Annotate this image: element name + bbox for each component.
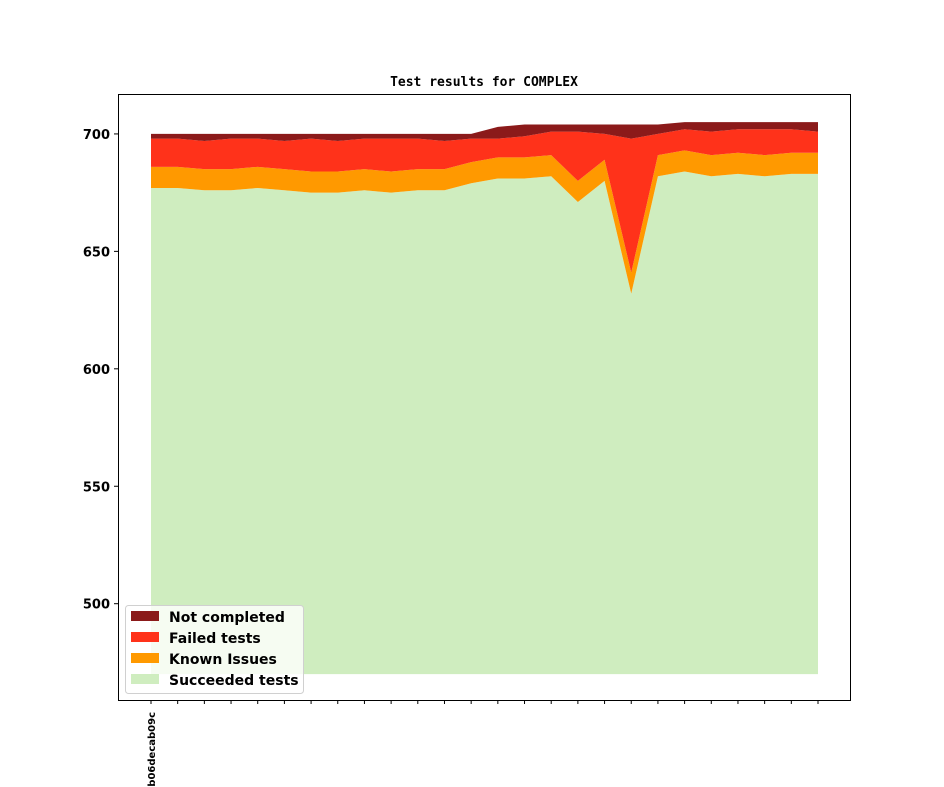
legend: Not completed Failed tests Known Issues Suc… (125, 605, 304, 694)
y-axis: 500 550 600 650 700 (83, 128, 118, 613)
plot-areas (151, 122, 818, 675)
plot-frame (118, 94, 851, 701)
legend-swatch-known-issues (131, 653, 159, 663)
y-tick-label: 650 (83, 245, 110, 260)
legend-label-not-completed: Not completed (169, 610, 285, 626)
y-tick-label: 700 (83, 128, 110, 143)
y-tick-label: 550 (83, 480, 110, 495)
legend-swatch-not-completed (131, 611, 159, 621)
y-tick-label: 600 (83, 363, 110, 378)
chart-title: Test results for COMPLEX (390, 75, 578, 90)
legend-label-succeeded-tests: Succeeded tests (169, 673, 299, 689)
y-tick-label: 500 (83, 598, 110, 613)
legend-swatch-failed-tests (131, 632, 159, 642)
area-succeeded-tests (151, 171, 818, 675)
x-tick-label: -b06decab09c (147, 712, 158, 787)
x-axis: -b06decab09c (147, 700, 819, 787)
legend-label-known-issues: Known Issues (169, 652, 277, 668)
legend-swatch-succeeded-tests (131, 674, 159, 684)
legend-label-failed-tests: Failed tests (169, 631, 261, 647)
area-known-issues (151, 150, 818, 294)
area-not-completed (151, 122, 818, 141)
legend-box (125, 605, 304, 694)
area-failed-tests (151, 129, 818, 273)
